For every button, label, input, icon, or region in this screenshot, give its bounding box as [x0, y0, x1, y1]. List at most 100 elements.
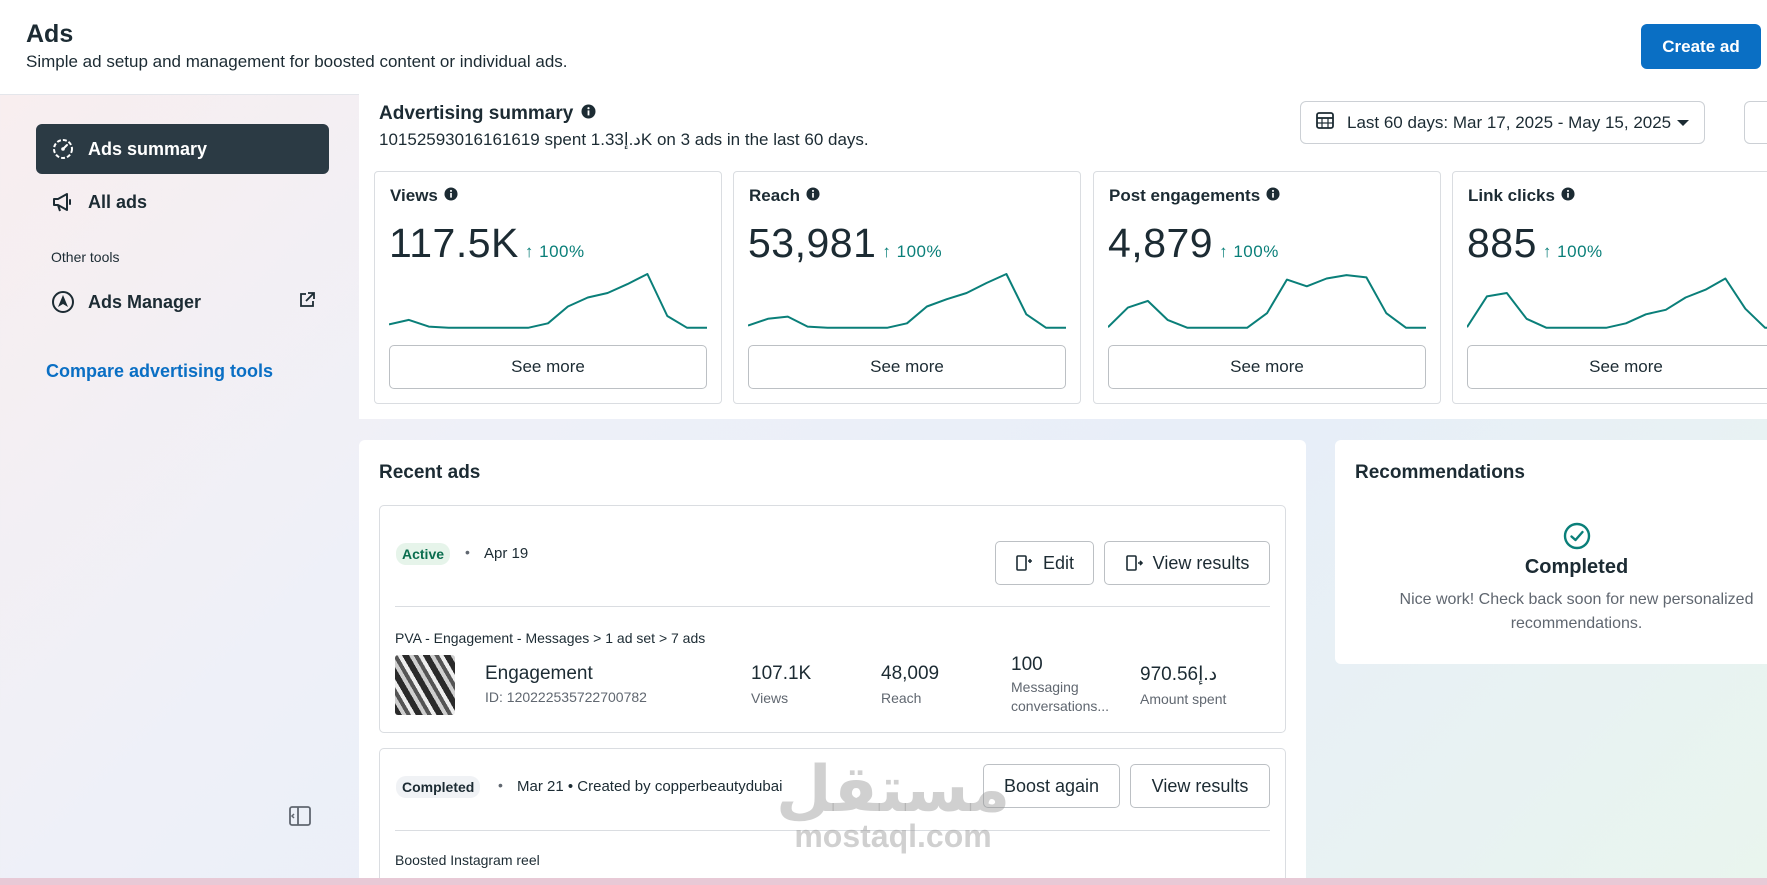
metric-value-text: 4,879 — [1108, 220, 1214, 266]
stat-value: 100 — [1011, 654, 1043, 675]
status-badge: Completed — [396, 776, 481, 798]
other-tools-heading: Other tools — [51, 249, 120, 265]
recommendations-panel — [1335, 440, 1767, 664]
info-icon[interactable] — [444, 186, 458, 206]
stat-label: Reach — [881, 690, 922, 706]
divider — [395, 830, 1270, 831]
separator-dot: • — [498, 777, 503, 793]
info-icon[interactable] — [1561, 186, 1575, 206]
arrow-up-icon: ↑ — [882, 242, 892, 261]
metric-label: Reach — [749, 186, 820, 206]
metric-change-text: 100% — [1233, 242, 1279, 261]
metric-change-text: 100% — [539, 242, 585, 261]
campaign-path[interactable]: PVA - Engagement - Messages > 1 ad set >… — [395, 630, 706, 646]
watermark-arabic: مستقل — [776, 753, 1011, 827]
stat-label: Amount spent — [1140, 691, 1227, 707]
metric-change: ↑ 100% — [882, 242, 942, 262]
metric-card-views: Views 117.5K ↑ 100% See more — [374, 171, 722, 404]
metric-value: 885 ↑ 100% — [1467, 220, 1603, 267]
metric-value-text: 53,981 — [748, 220, 877, 266]
see-more-button[interactable]: See more — [748, 345, 1066, 389]
metric-change: ↑ 100% — [1219, 242, 1279, 262]
advertising-summary-text: 10152593016161619 spent 1.33د.إK on 3 ad… — [379, 130, 869, 149]
metric-value: 4,879 ↑ 100% — [1108, 220, 1279, 267]
metric-value-text: 117.5K — [389, 220, 519, 266]
metric-value-text: 885 — [1467, 220, 1537, 266]
info-icon[interactable] — [1266, 186, 1280, 206]
metric-label-text: Link clicks — [1468, 186, 1555, 205]
sparkline-chart — [389, 273, 707, 329]
stat-value: 970.56د.إ — [1140, 664, 1218, 685]
metric-card-link-clicks: Link clicks 885 ↑ 100% See more — [1452, 171, 1767, 404]
sparkline-chart — [1467, 277, 1767, 329]
recent-ads-title: Recent ads — [379, 462, 481, 483]
edit-icon — [1015, 553, 1035, 573]
watermark-logo: مستقل mostaql.com — [776, 758, 1010, 855]
sparkline-path — [1108, 274, 1426, 329]
ad-meta: Mar 21 • Created by copperbeautydubai — [517, 778, 783, 795]
sparkline-path — [1467, 277, 1767, 329]
arrow-up-icon: ↑ — [524, 242, 534, 261]
metric-card-post-engagements: Post engagements 4,879 ↑ 100% See more — [1093, 171, 1441, 404]
ad-card-engagement: Active • Apr 19 Edit View results PVA - … — [379, 505, 1286, 733]
stat-label: Messaging conversations... — [1011, 679, 1110, 714]
info-icon[interactable] — [581, 103, 596, 125]
collapse-sidebar-icon[interactable] — [288, 804, 312, 833]
caret-down-icon — [1676, 113, 1690, 133]
metric-label-text: Post engagements — [1109, 186, 1261, 205]
view-results-button[interactable]: View results — [1104, 541, 1270, 585]
page-title: Ads — [26, 20, 74, 48]
sidebar-item-label: Ads summary — [88, 138, 208, 159]
date-range-label: Last 60 days: Mar 17, 2025 - May 15, 202… — [1347, 112, 1672, 132]
sidebar-item-ads-manager[interactable]: Ads Manager — [36, 286, 329, 318]
gauge-icon — [50, 136, 76, 162]
status-badge: Active — [396, 543, 451, 565]
metric-change-text: 100% — [1557, 242, 1603, 261]
calendar-icon — [1315, 110, 1335, 135]
stat-value: 107.1K — [751, 663, 812, 684]
stat-messaging-conversations: 100 Messaging conversations... — [1011, 654, 1121, 716]
page-subtitle: Simple ad setup and management for boost… — [26, 52, 568, 71]
external-link-icon[interactable] — [298, 291, 316, 314]
ad-thumbnail[interactable] — [395, 655, 455, 715]
page-header: Ads Simple ad setup and management for b… — [0, 0, 1767, 95]
date-range-picker[interactable]: Last 60 days: Mar 17, 2025 - May 15, 202… — [1300, 101, 1705, 144]
ad-name[interactable]: Engagement — [485, 663, 593, 684]
advertising-summary-title: Advertising summary — [379, 103, 596, 125]
metric-change: ↑ 100% — [525, 242, 585, 262]
edit-button[interactable]: Edit — [995, 541, 1094, 585]
results-icon — [1125, 553, 1145, 573]
compare-advertising-tools-link[interactable]: Compare advertising tools — [46, 361, 274, 381]
divider — [395, 606, 1270, 607]
sidebar-item-ads-summary[interactable]: Ads summary — [36, 124, 329, 174]
sidebar-item-all-ads[interactable]: All ads — [36, 186, 147, 218]
ad-type: Boosted Instagram reel — [395, 852, 540, 868]
metric-label: Post engagements — [1109, 186, 1280, 206]
boost-again-button[interactable]: Boost again — [983, 764, 1120, 808]
stat-label: Views — [751, 690, 789, 706]
see-more-button[interactable]: See more — [1467, 345, 1767, 389]
create-ad-button[interactable]: Create ad — [1641, 24, 1761, 69]
view-results-button[interactable]: View results — [1130, 764, 1270, 808]
megaphone-icon — [50, 189, 76, 215]
sparkline-path — [389, 273, 707, 329]
metric-change: ↑ 100% — [1543, 242, 1603, 262]
sparkline-chart — [748, 273, 1066, 329]
info-icon[interactable] — [806, 186, 820, 206]
arrow-up-icon: ↑ — [1219, 242, 1229, 261]
stat-amount-spent: 970.56د.إ Amount spent — [1140, 663, 1226, 709]
metric-label-text: Reach — [749, 186, 801, 205]
check-circle-icon — [1563, 522, 1591, 555]
stat-reach: 48,009 Reach — [881, 663, 939, 708]
metric-label: Views — [390, 186, 458, 206]
sidebar-item-label: All ads — [88, 191, 148, 212]
metric-card-reach: Reach 53,981 ↑ 100% See more — [733, 171, 1081, 404]
watermark-latin: mostaql.com — [794, 818, 992, 854]
filter-button[interactable] — [1744, 101, 1767, 144]
bottom-strip — [0, 878, 1767, 885]
edit-button-label: Edit — [1042, 552, 1075, 573]
see-more-button[interactable]: See more — [389, 345, 707, 389]
ad-date: Apr 19 — [484, 545, 529, 562]
see-more-button[interactable]: See more — [1108, 345, 1426, 389]
stat-views: 107.1K Views — [751, 663, 811, 708]
